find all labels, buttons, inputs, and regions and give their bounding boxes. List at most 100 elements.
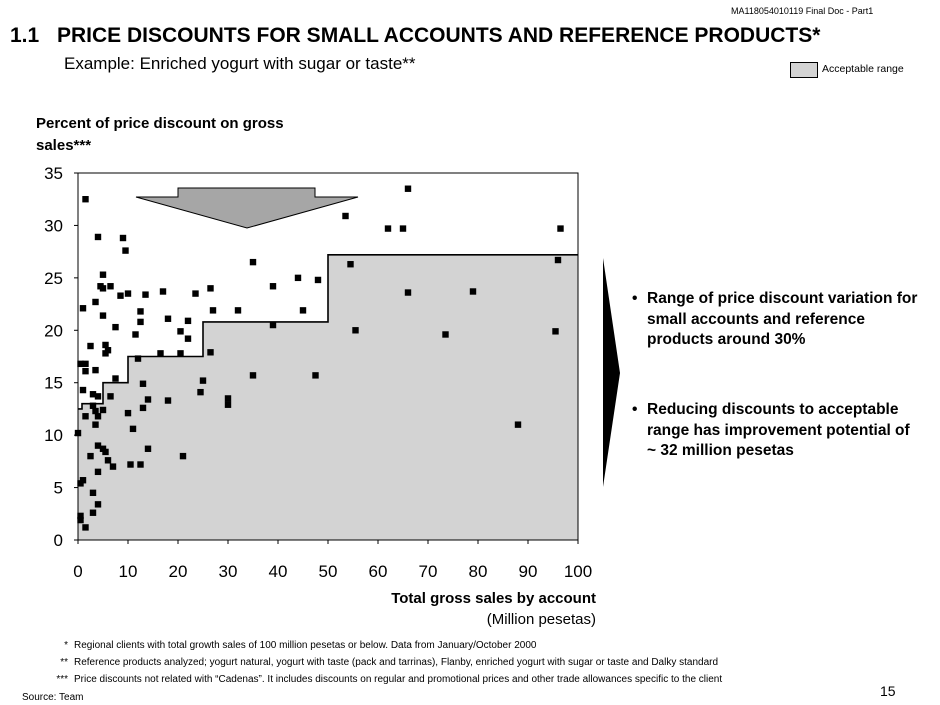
data-point [312,372,319,379]
data-point [79,386,87,394]
y-tick-label: 30 [44,216,63,235]
data-point [94,233,102,241]
legend-label: Acceptable range [822,63,904,75]
data-point [137,318,144,326]
data-point [122,247,129,254]
data-point [99,312,107,319]
data-point [92,298,99,306]
data-point [77,480,84,487]
data-point [552,328,559,335]
data-point [557,225,564,232]
data-point [469,288,477,295]
data-point [164,315,172,322]
bullet-text: Reducing discounts to acceptable range h… [647,401,910,459]
data-point [77,512,84,520]
data-point [342,212,349,220]
document-id: MA118054010119 Final Doc - Part1 [731,6,874,16]
footnote-text: Price discounts not related with “Cadena… [74,674,723,685]
data-point [112,323,119,331]
data-point [92,421,99,428]
bullet-marker: • [632,290,638,307]
footnote-marker: *** [56,674,68,685]
data-point [404,289,412,296]
data-point [352,327,359,334]
bullet-text: Range of price discount variation for sm… [647,290,918,348]
data-point [207,349,214,356]
y-tick-label: 10 [44,426,63,445]
data-point [77,360,84,368]
footnote-marker: * [64,640,68,651]
footnote-marker: ** [60,657,68,668]
y-tick-label: 25 [44,269,63,288]
data-point [142,291,149,298]
data-point [134,355,142,362]
data-points-layer [74,185,564,531]
data-point [269,321,277,329]
data-point [554,256,562,264]
data-point [294,274,302,282]
data-point [127,461,134,468]
data-point [514,421,522,428]
data-point [299,307,307,314]
side-arrow-layer [603,258,620,487]
x-tick-label: 60 [369,562,388,581]
bullet-item: • Range of price discount variation for … [632,289,922,351]
data-point [99,285,107,292]
data-point [224,401,232,408]
data-point [314,276,322,284]
data-point [94,442,102,449]
data-point [177,350,184,357]
data-point [249,258,257,266]
x-tick-label: 70 [419,562,438,581]
data-point [129,425,137,433]
data-point [199,377,207,384]
bullet-marker: • [632,401,638,418]
right-chevron-icon [603,258,620,487]
data-point [82,196,89,203]
data-point [77,516,84,524]
acceptable-range-boundary [78,253,578,410]
data-point [159,288,167,295]
data-point [82,367,89,375]
data-point [132,331,139,338]
x-tick-label: 50 [319,562,338,581]
data-point [94,413,102,420]
data-point [124,409,132,417]
down-arrow-layer [135,187,359,229]
data-point [442,331,449,338]
data-point [112,375,119,382]
chart-x-axis-unit: (Million pesetas) [486,611,596,628]
footnote-text: Regional clients with total growth sales… [74,640,537,651]
y-tick-label: 35 [44,164,63,183]
x-tick-label: 10 [119,562,138,581]
footnote-text: Reference products analyzed; yogurt natu… [74,657,719,668]
page-number: 15 [880,683,896,699]
data-point [74,429,82,437]
data-point [87,452,94,460]
data-point [139,380,147,387]
data-point [384,225,392,232]
data-point [102,448,109,456]
data-point [177,328,184,335]
data-point [144,396,152,403]
data-point [107,393,114,400]
x-tick-label: 100 [564,562,592,581]
data-point [119,234,127,242]
x-tick-label: 40 [269,562,288,581]
data-point [79,305,87,312]
bullet-item: • Reducing discounts to acceptable range… [632,400,922,462]
data-point [209,307,217,314]
y-tick-label: 15 [44,374,63,393]
data-point [184,317,192,325]
data-point [82,413,89,420]
data-point [107,283,114,290]
section-number: 1.1 [10,24,40,47]
acceptable-range-layer [78,253,578,540]
data-point [89,402,97,409]
data-point [82,524,89,531]
data-point [102,350,109,357]
chart-x-axis-title: Total gross sales by account [391,590,596,607]
data-point [399,225,407,232]
data-point [197,388,204,396]
